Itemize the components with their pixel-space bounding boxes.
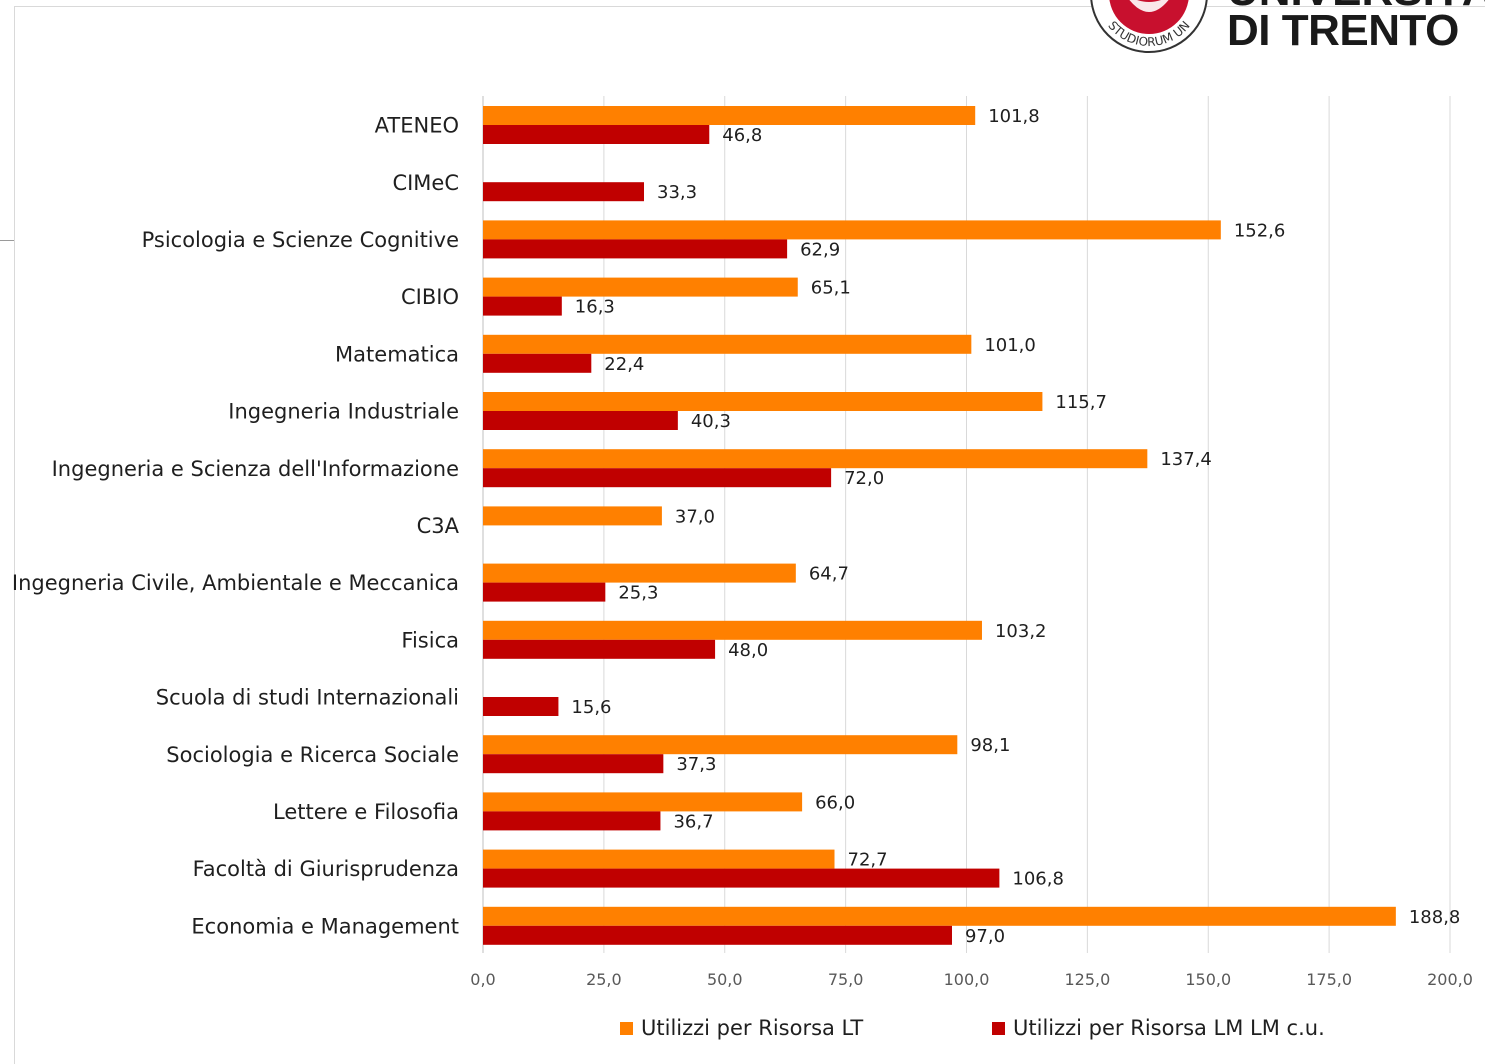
slide-side-tick [0, 240, 14, 241]
bar-lm [483, 182, 645, 202]
logo-text-line1: UNIVERSITÀ [1227, 0, 1485, 16]
university-seal-icon: STUDIORUM UN [1090, 0, 1208, 53]
data-labels: 101,8 46,8 33,3 152,6 62,9 65,1 16,3 101,0 22,4 1… [571, 106, 1460, 947]
data-label-lt: 65,1 [811, 278, 851, 299]
data-label-lt: 37,0 [675, 506, 715, 527]
bar-lm [483, 411, 678, 430]
category-label: CIMeC [392, 171, 459, 195]
x-tick-label: 100,0 [944, 970, 990, 989]
bar-lm [483, 925, 952, 945]
category-label: Sociologia e Ricerca Sociale [166, 743, 459, 767]
university-logo: STUDIORUM UN UNIVERSITÀ DI TRENTO [1085, 0, 1485, 62]
category-label: C3A [417, 514, 460, 538]
x-tick-label: 200,0 [1427, 970, 1473, 989]
data-label-lt: 137,4 [1160, 449, 1212, 470]
data-label-lt: 98,1 [970, 735, 1010, 756]
data-label-lm: 33,3 [657, 182, 697, 203]
bar-chart: 101,8 46,8 33,3 152,6 62,9 65,1 16,3 101,0 22,4 1… [12, 96, 1473, 989]
category-label: Ingegneria Industriale [228, 400, 459, 424]
legend-swatch-lt [620, 1021, 633, 1035]
legend-item-lm: Utilizzi per Risorsa LM LM c.u. [992, 1016, 1325, 1040]
category-label: Ingegneria Civile, Ambientale e Meccanic… [12, 571, 459, 595]
bar-lm [483, 811, 661, 831]
data-label-lm: 36,7 [673, 811, 713, 832]
bar-lm [483, 296, 562, 316]
data-label-lt: 188,8 [1409, 907, 1461, 928]
bar-lt [483, 506, 662, 526]
data-label-lm: 15,6 [571, 697, 611, 718]
bars [483, 106, 1396, 945]
data-label-lm: 37,3 [676, 754, 716, 775]
bar-lt [483, 563, 796, 583]
bar-lm [483, 697, 559, 716]
x-tick-label: 75,0 [828, 970, 864, 989]
bar-lt [483, 735, 958, 755]
data-label-lm: 22,4 [604, 354, 644, 375]
bar-lt [483, 906, 1396, 926]
data-label-lt: 115,7 [1055, 392, 1107, 413]
category-label: CIBIO [401, 285, 459, 309]
data-label-lt: 103,2 [995, 621, 1047, 642]
data-label-lm: 16,3 [575, 297, 615, 318]
data-label-lt: 64,7 [809, 564, 849, 585]
bar-lt [483, 220, 1221, 240]
category-label: Ingegneria e Scienza dell'Informazione [52, 457, 459, 481]
data-label-lm: 97,0 [965, 926, 1005, 947]
data-label-lm: 25,3 [618, 583, 658, 604]
bar-lt [483, 334, 972, 354]
data-label-lt: 66,0 [815, 792, 855, 813]
data-label-lm: 46,8 [722, 125, 762, 146]
legend-label-lm: Utilizzi per Risorsa LM LM c.u. [1013, 1016, 1325, 1040]
bar-lt [483, 792, 803, 812]
bar-lm [483, 125, 710, 144]
data-label-lm: 72,0 [844, 468, 884, 489]
data-label-lt: 72,7 [848, 850, 888, 871]
frame-left-border [14, 6, 15, 1064]
legend-swatch-lm [992, 1021, 1005, 1035]
x-tick-label: 0,0 [470, 970, 495, 989]
data-label-lm: 40,3 [691, 411, 731, 432]
category-label: Scuola di studi Internazionali [156, 686, 459, 710]
legend-item-lt: Utilizzi per Risorsa LT [620, 1016, 863, 1040]
bar-lm [483, 754, 664, 774]
bar-lm [483, 639, 716, 659]
bar-lt [483, 277, 798, 297]
category-labels: ATENEO CIMeC Psicologia e Scienze Cognitiv… [12, 114, 460, 939]
category-label: Matematica [335, 342, 459, 366]
bar-lt [483, 849, 835, 869]
bar-lt [483, 106, 976, 125]
category-label: Lettere e Filosofia [273, 800, 459, 824]
x-tick-label: 125,0 [1064, 970, 1110, 989]
data-label-lm: 62,9 [800, 239, 840, 260]
bar-lt [483, 392, 1043, 411]
frame-top-border [14, 6, 1485, 7]
category-label: ATENEO [375, 114, 459, 138]
data-label-lm: 48,0 [728, 640, 768, 661]
bar-lm [483, 868, 1000, 888]
bar-lm [483, 353, 592, 373]
x-tick-label: 50,0 [707, 970, 743, 989]
category-label: Economia e Management [191, 914, 459, 938]
legend-label-lt: Utilizzi per Risorsa LT [641, 1016, 864, 1040]
bar-lm [483, 468, 832, 488]
x-axis-ticks: 0,0 25,0 50,0 75,0 100,0 125,0 150,0 175,0 200,0 [470, 970, 1473, 989]
bar-lt [483, 449, 1148, 469]
category-label: Facoltà di Giurisprudenza [193, 857, 459, 881]
bar-lt [483, 620, 982, 640]
data-label-lm: 106,8 [1012, 869, 1064, 890]
x-tick-label: 175,0 [1306, 970, 1352, 989]
data-label-lt: 101,0 [984, 335, 1036, 356]
category-label: Fisica [401, 628, 459, 652]
legend: Utilizzi per Risorsa LT Utilizzi per Ris… [0, 1016, 1485, 1048]
bar-lm [483, 582, 606, 602]
data-label-lt: 152,6 [1234, 220, 1286, 241]
logo-text-line2: DI TRENTO [1227, 6, 1459, 55]
x-tick-label: 25,0 [586, 970, 622, 989]
category-label: Psicologia e Scienze Cognitive [142, 228, 459, 252]
x-tick-label: 150,0 [1185, 970, 1231, 989]
bar-lm [483, 239, 788, 259]
data-label-lt: 101,8 [988, 106, 1040, 127]
